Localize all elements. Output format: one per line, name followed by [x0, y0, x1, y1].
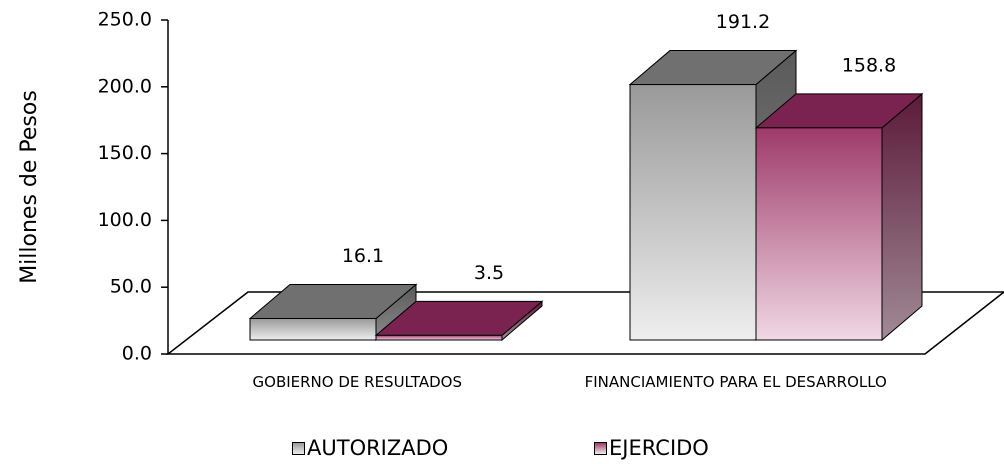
floor	[165, 291, 1004, 355]
value-label: 158.8	[842, 54, 896, 76]
y-tick-label: 250.0	[98, 9, 152, 31]
x-tick-label: FINANCIAMIENTO PARA EL DESARROLLO	[584, 373, 887, 391]
x-tick-label: GOBIERNO DE RESULTADOS	[252, 373, 462, 391]
y-tick-label: 100.0	[98, 209, 152, 231]
bar-front	[249, 317, 377, 341]
legend-item: EJERCIDO	[594, 436, 709, 460]
y-tick-label: 50.0	[110, 276, 152, 298]
legend-swatch	[292, 441, 305, 455]
legend-swatch	[594, 441, 607, 455]
legend-label: AUTORIZADO	[307, 436, 449, 460]
y-tick-label: 0.0	[122, 343, 152, 365]
bar-front	[375, 334, 503, 341]
y-axis-label: Millones de Pesos	[17, 90, 42, 284]
bar	[754, 92, 924, 342]
bar-front	[629, 84, 757, 341]
bar	[248, 283, 418, 342]
bar-side	[881, 92, 923, 342]
legend-item: AUTORIZADO	[292, 436, 448, 460]
y-tick-label: 200.0	[98, 75, 152, 97]
value-label: 16.1	[342, 245, 384, 267]
value-label: 191.2	[716, 11, 770, 33]
bar-front	[755, 127, 883, 341]
bar	[374, 300, 544, 342]
legend-label: EJERCIDO	[609, 436, 709, 460]
value-label: 3.5	[474, 262, 504, 284]
y-tick-label: 150.0	[98, 142, 152, 164]
